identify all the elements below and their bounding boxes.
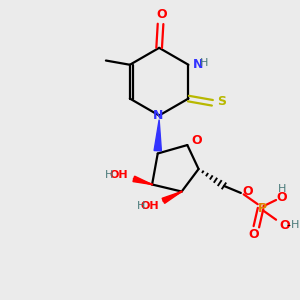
Polygon shape: [133, 176, 152, 184]
Polygon shape: [154, 120, 161, 151]
Text: N: N: [193, 58, 203, 71]
Text: S: S: [217, 95, 226, 108]
Text: N: N: [152, 109, 163, 122]
Text: -: -: [287, 220, 291, 230]
Polygon shape: [162, 191, 182, 203]
Text: O: O: [157, 8, 167, 20]
Text: H: H: [200, 58, 208, 68]
Text: P: P: [257, 202, 266, 215]
Text: OH: OH: [140, 201, 159, 211]
Text: H: H: [278, 184, 286, 194]
Text: H: H: [291, 220, 299, 230]
Text: O: O: [243, 185, 253, 198]
Text: OH: OH: [110, 169, 128, 180]
Text: H: H: [105, 169, 113, 180]
Text: H: H: [137, 202, 145, 212]
Text: O: O: [248, 228, 259, 241]
Text: O: O: [279, 219, 290, 232]
Text: O: O: [276, 191, 287, 204]
Text: O: O: [191, 134, 202, 147]
